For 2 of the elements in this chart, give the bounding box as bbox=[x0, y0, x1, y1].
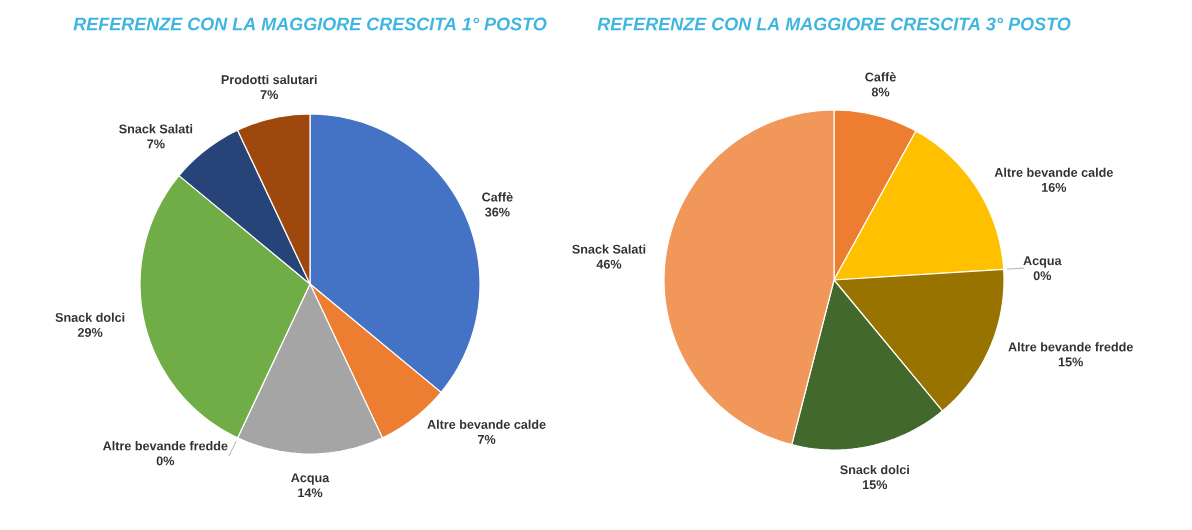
chart-title: REFERENZE CON LA MAGGIORE CRESCITA 3° POSTO bbox=[597, 17, 1071, 31]
chart-title: REFERENZE CON LA MAGGIORE CRESCITA 1° POSTO bbox=[73, 17, 547, 31]
